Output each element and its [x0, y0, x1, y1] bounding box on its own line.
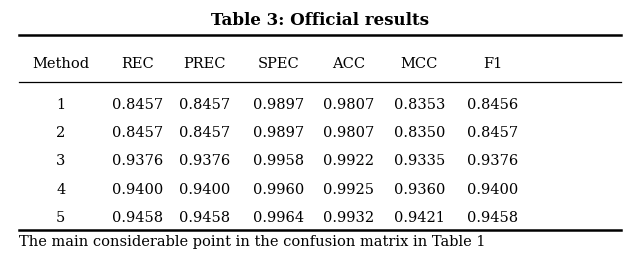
Text: 0.9400: 0.9400: [112, 183, 163, 197]
Text: 0.9958: 0.9958: [253, 154, 304, 168]
Text: 3: 3: [56, 154, 65, 168]
Text: 0.9458: 0.9458: [467, 211, 518, 225]
Text: 0.9922: 0.9922: [323, 154, 374, 168]
Text: 0.8457: 0.8457: [179, 126, 230, 140]
Text: 0.9360: 0.9360: [394, 183, 445, 197]
Text: 0.9960: 0.9960: [253, 183, 304, 197]
Text: 0.8457: 0.8457: [179, 98, 230, 112]
Text: 0.9897: 0.9897: [253, 126, 304, 140]
Text: 2: 2: [56, 126, 65, 140]
Text: MCC: MCC: [401, 57, 438, 71]
Text: 0.9421: 0.9421: [394, 211, 445, 225]
Text: Table 3: Official results: Table 3: Official results: [211, 12, 429, 29]
Text: 0.9400: 0.9400: [467, 183, 518, 197]
Text: PREC: PREC: [184, 57, 226, 71]
Text: 0.9458: 0.9458: [112, 211, 163, 225]
Text: 0.8353: 0.8353: [394, 98, 445, 112]
Text: 0.9964: 0.9964: [253, 211, 304, 225]
Text: 0.9376: 0.9376: [467, 154, 518, 168]
Text: SPEC: SPEC: [257, 57, 300, 71]
Text: 0.9807: 0.9807: [323, 98, 374, 112]
Text: 0.9458: 0.9458: [179, 211, 230, 225]
Text: 0.8457: 0.8457: [112, 126, 163, 140]
Text: 1: 1: [56, 98, 65, 112]
Text: 0.9376: 0.9376: [112, 154, 163, 168]
Text: 0.9807: 0.9807: [323, 126, 374, 140]
Text: 0.9400: 0.9400: [179, 183, 230, 197]
Text: 0.8350: 0.8350: [394, 126, 445, 140]
Text: 0.8457: 0.8457: [467, 126, 518, 140]
Text: F1: F1: [483, 57, 502, 71]
Text: REC: REC: [121, 57, 154, 71]
Text: 0.9376: 0.9376: [179, 154, 230, 168]
Text: ACC: ACC: [332, 57, 365, 71]
Text: 5: 5: [56, 211, 65, 225]
Text: 4: 4: [56, 183, 65, 197]
Text: The main considerable point in the confusion matrix in Table 1: The main considerable point in the confu…: [19, 235, 486, 249]
Text: 0.8457: 0.8457: [112, 98, 163, 112]
Text: 0.9897: 0.9897: [253, 98, 304, 112]
Text: 0.9335: 0.9335: [394, 154, 445, 168]
Text: Method: Method: [32, 57, 90, 71]
Text: 0.9932: 0.9932: [323, 211, 374, 225]
Text: 0.8456: 0.8456: [467, 98, 518, 112]
Text: 0.9925: 0.9925: [323, 183, 374, 197]
